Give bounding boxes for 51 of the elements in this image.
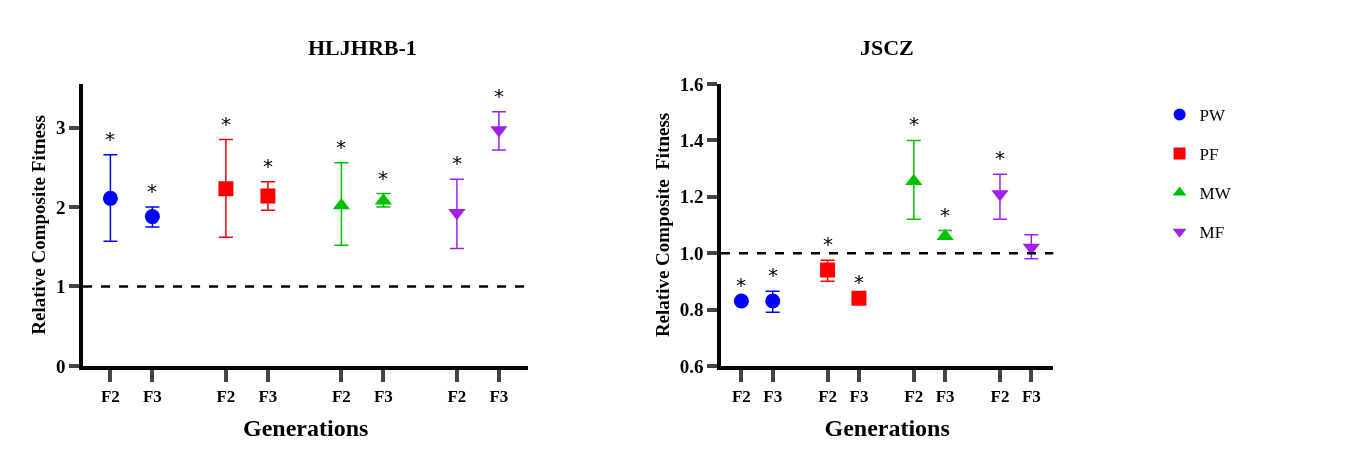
- x-tick-label: F3: [258, 387, 278, 407]
- y-tick-label: 1.0: [679, 242, 704, 264]
- y-axis-title: Relative Composite Fitness: [28, 115, 50, 335]
- y-tick-label: 1.6: [679, 73, 704, 95]
- x-tick-label: F3: [142, 387, 162, 407]
- y-tick-label: 0.8: [679, 299, 704, 321]
- chart-title: JSCZ: [860, 35, 914, 60]
- x-axis-title: Generations: [824, 414, 950, 441]
- y-tick-label: 2: [56, 196, 66, 218]
- data-label: *: [494, 84, 504, 108]
- chart-title: HLJHRB-1: [308, 35, 417, 60]
- data-label: *: [378, 166, 388, 190]
- data-label: *: [854, 270, 864, 294]
- x-tick-label: F3: [935, 387, 955, 407]
- data-label: *: [768, 263, 778, 287]
- legend-label: PW: [1199, 106, 1227, 126]
- x-tick-label: F2: [990, 387, 1010, 407]
- x-tick-label: F2: [818, 387, 838, 407]
- x-tick-label: F2: [331, 387, 351, 407]
- data-label: *: [823, 232, 833, 256]
- y-tick-label: 1.4: [679, 130, 704, 152]
- y-tick-label: 1.2: [679, 186, 704, 208]
- data-label: *: [263, 154, 273, 178]
- data-label: *: [909, 112, 919, 136]
- data-label: *: [736, 273, 746, 297]
- x-tick-label: F2: [216, 387, 236, 407]
- data-label: *: [336, 135, 346, 159]
- x-tick-label: F3: [373, 387, 393, 407]
- x-tick-label: F3: [849, 387, 869, 407]
- y-tick-label: 0.6: [679, 355, 704, 377]
- x-tick-label: F2: [904, 387, 924, 407]
- x-tick-label: F3: [489, 387, 509, 407]
- x-tick-label: F3: [763, 387, 783, 407]
- data-label: *: [995, 146, 1005, 170]
- data-label: *: [452, 151, 462, 175]
- y-axis-title: Relative Composite Fitness: [652, 112, 674, 338]
- x-tick-label: F3: [1021, 387, 1041, 407]
- x-axis-title: Generations: [243, 414, 369, 441]
- data-label: *: [221, 112, 231, 136]
- data-label: *: [147, 179, 157, 203]
- data-label: *: [105, 127, 115, 151]
- y-tick-label: 0: [56, 355, 66, 377]
- legend-label: PF: [1199, 145, 1219, 165]
- y-tick-label: 3: [56, 117, 66, 139]
- legend-label: MF: [1199, 223, 1225, 243]
- y-tick-label: 1: [56, 276, 66, 298]
- legend-label: MW: [1199, 184, 1232, 204]
- x-tick-label: F2: [100, 387, 120, 407]
- data-label: *: [940, 203, 950, 227]
- x-tick-label: F2: [731, 387, 751, 407]
- x-tick-label: F2: [447, 387, 467, 407]
